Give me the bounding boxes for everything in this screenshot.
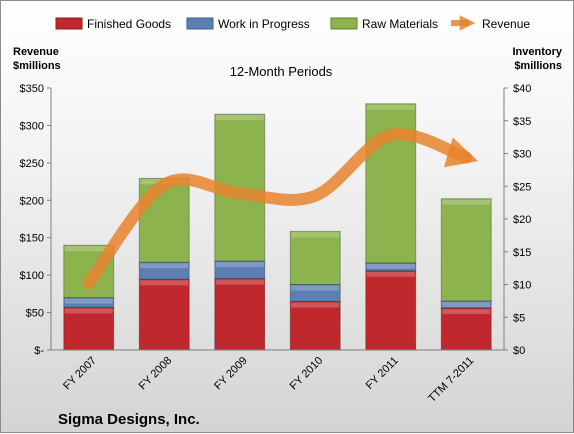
bar-highlight: [442, 199, 491, 205]
bar-highlight: [64, 246, 113, 252]
x-axis-tick-label-ttm-7-2011: TTM 7-2011: [426, 355, 476, 405]
bar-highlight: [64, 298, 113, 304]
x-axis-tick-label-fy-2010: FY 2010: [288, 355, 326, 393]
bar-series: [63, 103, 492, 351]
bar-highlight: [366, 271, 415, 277]
revenue-point-fy-2009: [239, 193, 241, 195]
left-axis-title-line2: $millions: [13, 60, 61, 72]
right-axis-tick-label: $30: [513, 149, 531, 161]
revenue-point-ttm-7-2011: [465, 157, 467, 159]
right-axis-tick-label: $10: [513, 280, 531, 292]
legend-label-work-in-progress: Work in Progress: [218, 17, 310, 31]
chart-subtitle: 12-Month Periods: [230, 64, 333, 79]
right-axis-tick-label: $25: [513, 181, 531, 193]
bar-highlight: [366, 263, 415, 269]
legend-swatch-raw-materials: [330, 17, 358, 30]
right-axis-tick-label: $0: [513, 345, 525, 357]
x-axis-tick-label-fy-2009: FY 2009: [212, 355, 250, 393]
bar-highlight: [215, 115, 264, 121]
bar-highlight: [291, 285, 340, 291]
legend-swatch-work-in-progress: [186, 17, 214, 30]
left-axis-tick-label: $100: [20, 270, 44, 282]
legend-label-raw-materials: Raw Materials: [362, 17, 438, 31]
bar-highlight: [64, 308, 113, 314]
right-axis: $0 $5 $10 $15 $20 $25 $30 $35 $40: [503, 83, 531, 357]
bar-highlight: [291, 232, 340, 238]
bar-finished-goods-fy-2007: [63, 306, 115, 351]
legend-label-finished-goods: Finished Goods: [87, 17, 171, 31]
x-axis-tick-label-fy-2011: FY 2011: [364, 355, 401, 392]
left-axis-title-line1: Revenue: [13, 46, 59, 58]
bar-raw-materials-fy-2011: [365, 103, 417, 264]
left-axis-tick-label: $350: [20, 83, 44, 95]
right-axis-tick-label: $40: [513, 83, 531, 95]
legend-swatch-finished-goods: [55, 17, 83, 30]
company-label: Sigma Designs, Inc.: [58, 411, 200, 428]
bar-highlight: [215, 279, 264, 285]
left-axis-tick-label: $-: [34, 345, 44, 357]
right-axis-tick-label: $20: [513, 214, 531, 226]
left-axis-tick-label: $300: [20, 120, 44, 132]
right-axis-tick-label: $5: [513, 312, 525, 324]
bar-highlight: [291, 302, 340, 308]
revenue-point-fy-2007: [88, 282, 90, 284]
bar-raw-materials-fy-2010: [289, 230, 341, 286]
revenue-point-fy-2008: [163, 184, 165, 186]
bar-finished-goods-fy-2011: [365, 270, 417, 351]
bar-highlight: [140, 263, 189, 269]
bar-highlight: [442, 301, 491, 307]
revenue-line: [82, 128, 479, 290]
bar-finished-goods-fy-2009: [214, 278, 266, 351]
bar-finished-goods-fy-2008: [138, 278, 190, 351]
right-axis-title-line2: $millions: [514, 60, 562, 72]
x-axis-tick-label-fy-2007: FY 2007: [61, 355, 99, 393]
left-axis-tick-label: $200: [20, 195, 44, 207]
left-axis-tick-label: $150: [20, 233, 44, 245]
right-axis-title-line1: Inventory: [512, 46, 562, 58]
bar-work-in-progress-fy-2008: [138, 261, 190, 280]
x-axis-tick-label-fy-2008: FY 2008: [137, 355, 175, 393]
revenue-series: [82, 128, 479, 290]
bar-highlight: [215, 261, 264, 267]
left-axis-tick-label: $250: [20, 158, 44, 170]
right-axis-tick-label: $35: [513, 116, 531, 128]
revenue-point-fy-2010: [314, 195, 316, 197]
bar-raw-materials-ttm-7-2011: [440, 198, 492, 302]
right-axis-tick-label: $15: [513, 247, 531, 259]
bar-finished-goods-ttm-7-2011: [440, 307, 492, 351]
x-axis: FY 2007 FY 2008 FY 2009 FY 2010 FY 2011 TTM 7…: [51, 349, 504, 405]
revenue-point-fy-2011: [390, 134, 392, 136]
bar-highlight: [366, 104, 415, 110]
legend: Finished Goods Work in Progress Raw Mate…: [55, 15, 530, 31]
left-axis: $- $50 $100 $150 $200 $250 $300 $350: [20, 83, 52, 357]
bar-work-in-progress-fy-2009: [214, 260, 266, 280]
bar-finished-goods-fy-2010: [289, 301, 341, 351]
bar-highlight: [140, 280, 189, 286]
legend-label-revenue: Revenue: [482, 17, 530, 31]
bar-highlight: [442, 309, 491, 315]
left-axis-tick-label: $50: [26, 308, 44, 320]
